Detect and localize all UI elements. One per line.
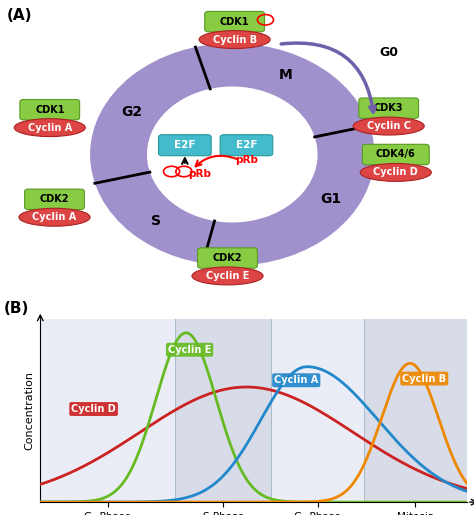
Text: (A): (A) bbox=[7, 8, 33, 23]
Text: CDK3: CDK3 bbox=[374, 103, 403, 113]
FancyBboxPatch shape bbox=[220, 135, 273, 156]
Text: Cyclin D: Cyclin D bbox=[71, 404, 116, 414]
Text: pRb: pRb bbox=[235, 155, 258, 165]
Text: M: M bbox=[279, 68, 292, 82]
Text: CDK4/6: CDK4/6 bbox=[376, 149, 416, 160]
FancyBboxPatch shape bbox=[25, 189, 84, 210]
Ellipse shape bbox=[19, 208, 90, 226]
FancyBboxPatch shape bbox=[205, 11, 264, 32]
Text: Cyclin E: Cyclin E bbox=[168, 345, 211, 355]
FancyBboxPatch shape bbox=[359, 98, 419, 118]
Text: CDK1: CDK1 bbox=[35, 105, 64, 115]
Text: Cyclin B: Cyclin B bbox=[402, 373, 447, 384]
Text: G0: G0 bbox=[379, 46, 398, 59]
Text: CDK2: CDK2 bbox=[40, 194, 69, 204]
Text: Cyclin A: Cyclin A bbox=[274, 375, 319, 385]
Text: Cyclin D: Cyclin D bbox=[374, 167, 418, 178]
Ellipse shape bbox=[147, 87, 318, 222]
Text: Cyclin B: Cyclin B bbox=[212, 35, 257, 45]
Text: G1: G1 bbox=[320, 192, 341, 207]
Text: E2F: E2F bbox=[236, 140, 257, 150]
Ellipse shape bbox=[199, 30, 270, 48]
Text: Cyclin E: Cyclin E bbox=[206, 271, 249, 281]
Text: (B): (B) bbox=[4, 301, 29, 316]
FancyBboxPatch shape bbox=[363, 144, 429, 165]
Text: CDK2: CDK2 bbox=[213, 253, 242, 263]
FancyBboxPatch shape bbox=[198, 248, 257, 268]
Ellipse shape bbox=[192, 267, 263, 285]
Text: S: S bbox=[151, 214, 161, 228]
Text: Cyclin C: Cyclin C bbox=[367, 121, 410, 131]
Text: E2F: E2F bbox=[174, 140, 196, 150]
Ellipse shape bbox=[14, 118, 85, 136]
Ellipse shape bbox=[360, 163, 431, 181]
Text: CDK1: CDK1 bbox=[220, 16, 249, 27]
Text: G2: G2 bbox=[121, 106, 142, 119]
Bar bbox=[40, 319, 175, 502]
Bar bbox=[364, 319, 467, 502]
Bar bbox=[271, 319, 364, 502]
Ellipse shape bbox=[353, 117, 424, 135]
Text: pRb: pRb bbox=[189, 168, 211, 179]
Y-axis label: Concentration: Concentration bbox=[25, 371, 35, 450]
Text: Cyclin A: Cyclin A bbox=[32, 212, 77, 222]
Bar bbox=[175, 319, 271, 502]
Ellipse shape bbox=[90, 43, 374, 266]
Text: Cyclin A: Cyclin A bbox=[27, 123, 72, 133]
FancyBboxPatch shape bbox=[20, 99, 80, 120]
FancyBboxPatch shape bbox=[158, 135, 211, 156]
